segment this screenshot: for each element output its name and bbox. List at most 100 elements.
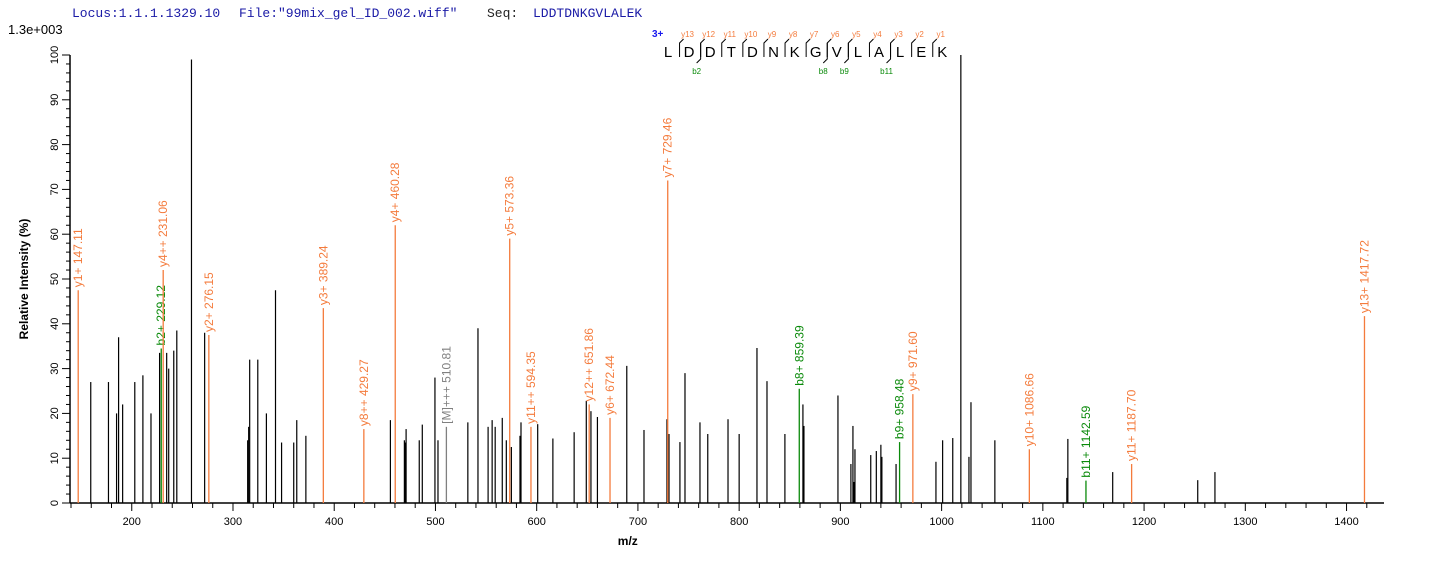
y-axis-label: Relative Intensity (%) bbox=[17, 219, 31, 340]
peak-label: y4++ 231.06 bbox=[156, 200, 170, 267]
y-fragment-mark bbox=[890, 38, 895, 57]
residue: G bbox=[810, 44, 822, 61]
y-tick-label: 100 bbox=[49, 46, 61, 64]
peak-label: y6+ 672.44 bbox=[603, 355, 617, 415]
y-ion-label: y1 bbox=[937, 30, 946, 39]
residue: E bbox=[916, 44, 926, 61]
y-ion-label: y3 bbox=[894, 30, 903, 39]
x-tick-label: 200 bbox=[123, 516, 141, 528]
peak-label: b9+ 958.48 bbox=[893, 378, 907, 439]
x-tick-label: 1000 bbox=[929, 516, 953, 528]
x-tick-label: 1300 bbox=[1233, 516, 1257, 528]
y-tick-label: 20 bbox=[49, 407, 61, 419]
y-fragment-mark bbox=[805, 38, 811, 57]
header-locus: Locus:1.1.1.1329.10 bbox=[72, 6, 221, 21]
residue: D bbox=[747, 44, 758, 61]
peak-label: y9+ 971.60 bbox=[906, 331, 920, 391]
b-ion-label: b8 bbox=[819, 67, 828, 76]
x-tick-label: 400 bbox=[325, 516, 343, 528]
peak-label: y7+ 729.46 bbox=[661, 117, 675, 177]
residue: D bbox=[684, 44, 695, 61]
y-tick-label: 60 bbox=[49, 228, 61, 240]
residue: T bbox=[727, 44, 736, 61]
x-tick-label: 300 bbox=[224, 516, 242, 528]
x-tick-label: 600 bbox=[528, 516, 546, 528]
header-seq: LDDTDNKGVLALEK bbox=[533, 6, 643, 21]
peak-label: b8+ 859.39 bbox=[792, 325, 806, 386]
b-fragment-mark bbox=[822, 43, 828, 64]
peak-label: y2+ 276.15 bbox=[202, 272, 216, 332]
residue: D bbox=[705, 44, 716, 61]
peak-label: y10+ 1086.66 bbox=[1022, 373, 1036, 446]
y-tick-label: 50 bbox=[49, 273, 61, 285]
b-fragment-mark bbox=[886, 43, 892, 64]
b-fragment-mark bbox=[696, 43, 702, 64]
x-tick-label: 700 bbox=[629, 516, 647, 528]
y-tick-label: 40 bbox=[49, 318, 61, 330]
b-ion-label: b11 bbox=[880, 67, 893, 76]
residue: L bbox=[896, 44, 904, 61]
y-ion-label: y11 bbox=[724, 30, 737, 39]
residue: V bbox=[832, 44, 842, 61]
y-ion-label: y4 bbox=[873, 30, 882, 39]
b-ion-label: b2 bbox=[692, 67, 701, 76]
x-tick-label: 1400 bbox=[1334, 516, 1358, 528]
b-ion-label: b9 bbox=[840, 67, 849, 76]
y-fragment-mark bbox=[932, 38, 938, 57]
y-fragment-mark bbox=[679, 38, 684, 57]
y-ion-label: y5 bbox=[852, 30, 861, 39]
peak-label: y5+ 573.36 bbox=[503, 176, 517, 236]
peak-label: y3+ 389.24 bbox=[316, 245, 330, 305]
y-fragment-mark bbox=[847, 38, 853, 57]
peak-label: y13+ 1417.72 bbox=[1357, 240, 1371, 313]
peak-label: [M]+++ 510.81 bbox=[439, 346, 453, 424]
peak-label: b2+ 229.12 bbox=[154, 285, 168, 346]
peak-label: y12++ 651.86 bbox=[582, 328, 596, 402]
y-fragment-mark bbox=[742, 38, 748, 57]
peak-label: y11+ 1187.70 bbox=[1125, 389, 1139, 461]
residue: L bbox=[854, 44, 862, 61]
y-ion-label: y2 bbox=[915, 30, 924, 39]
y-ion-label: y9 bbox=[768, 30, 777, 39]
y-fragment-mark bbox=[911, 38, 917, 57]
x-tick-label: 500 bbox=[426, 516, 444, 528]
x-tick-label: 1100 bbox=[1031, 516, 1055, 528]
residue: K bbox=[937, 44, 947, 61]
y-ion-label: y10 bbox=[744, 30, 757, 39]
residue: K bbox=[790, 44, 800, 61]
x-axis-label: m/z bbox=[618, 534, 638, 548]
y-ion-label: y12 bbox=[702, 30, 715, 39]
y-fragment-mark bbox=[763, 38, 769, 57]
y-ion-label: y13 bbox=[681, 30, 694, 39]
y-tick-label: 70 bbox=[49, 183, 61, 195]
y-ion-label: y6 bbox=[831, 30, 840, 39]
header-seq-label: Seq: bbox=[487, 6, 519, 21]
peak-label: y1+ 147.11 bbox=[71, 228, 85, 287]
x-tick-label: 1200 bbox=[1132, 516, 1156, 528]
residue: A bbox=[874, 44, 884, 61]
y-ion-label: y8 bbox=[789, 30, 798, 39]
peak-label: y8++ 429.27 bbox=[357, 359, 371, 426]
y-tick-label: 30 bbox=[49, 362, 61, 374]
y-tick-label: 10 bbox=[49, 452, 61, 464]
y-fragment-mark bbox=[784, 38, 790, 57]
peak-label: b11+ 1142.59 bbox=[1079, 405, 1093, 477]
peak-label: y11++ 594.35 bbox=[524, 351, 538, 424]
peak-label: y4+ 460.28 bbox=[388, 162, 402, 222]
residue: N bbox=[768, 44, 779, 61]
y-tick-label: 0 bbox=[49, 500, 61, 506]
charge-label: 3+ bbox=[652, 29, 664, 40]
b-fragment-mark bbox=[843, 43, 849, 64]
residue: L bbox=[664, 44, 672, 61]
y-tick-label: 90 bbox=[49, 94, 61, 106]
y-ion-label: y7 bbox=[810, 30, 819, 39]
intensity-scale-label: 1.3e+003 bbox=[8, 22, 63, 37]
y-fragment-mark bbox=[826, 38, 832, 57]
x-tick-label: 900 bbox=[831, 516, 849, 528]
y-fragment-mark bbox=[721, 38, 727, 57]
header-file: File:"99mix_gel_ID_002.wiff" bbox=[239, 6, 458, 21]
y-tick-label: 80 bbox=[49, 138, 61, 150]
x-tick-label: 800 bbox=[730, 516, 748, 528]
